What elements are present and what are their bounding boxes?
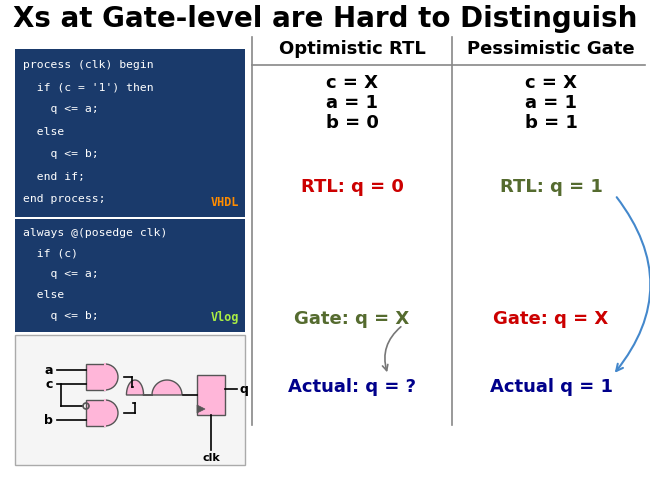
Text: else: else bbox=[23, 290, 64, 300]
Wedge shape bbox=[105, 400, 118, 426]
Text: if (c): if (c) bbox=[23, 249, 78, 259]
Text: q: q bbox=[239, 382, 248, 395]
Wedge shape bbox=[105, 364, 118, 390]
Text: RTL: q = 0: RTL: q = 0 bbox=[300, 178, 404, 196]
Text: else: else bbox=[23, 127, 64, 137]
Text: if (c = '1') then: if (c = '1') then bbox=[23, 82, 153, 92]
Text: end if;: end if; bbox=[23, 172, 85, 182]
Text: c: c bbox=[46, 377, 53, 391]
FancyBboxPatch shape bbox=[15, 219, 245, 332]
Text: RTL: q = 1: RTL: q = 1 bbox=[500, 178, 603, 196]
Text: clk: clk bbox=[202, 453, 220, 463]
FancyBboxPatch shape bbox=[197, 375, 225, 415]
Text: Pessimistic Gate: Pessimistic Gate bbox=[467, 40, 635, 58]
Text: c = X: c = X bbox=[525, 74, 577, 92]
FancyBboxPatch shape bbox=[15, 335, 245, 465]
Text: Xs at Gate-level are Hard to Distinguish: Xs at Gate-level are Hard to Distinguish bbox=[13, 5, 637, 33]
Text: Gate: q = X: Gate: q = X bbox=[493, 310, 608, 328]
Text: q <= a;: q <= a; bbox=[23, 269, 99, 280]
Text: Actual q = 1: Actual q = 1 bbox=[489, 378, 612, 396]
Text: q <= a;: q <= a; bbox=[23, 105, 99, 114]
Text: a = 1: a = 1 bbox=[525, 94, 577, 112]
Text: Vlog: Vlog bbox=[211, 311, 239, 324]
Text: end process;: end process; bbox=[23, 194, 105, 204]
Text: process (clk) begin: process (clk) begin bbox=[23, 60, 153, 70]
Text: Optimistic RTL: Optimistic RTL bbox=[279, 40, 425, 58]
Polygon shape bbox=[86, 400, 105, 426]
Text: q <= b;: q <= b; bbox=[23, 150, 99, 159]
FancyArrowPatch shape bbox=[616, 197, 650, 371]
Text: b: b bbox=[44, 413, 53, 427]
Polygon shape bbox=[197, 405, 205, 413]
Text: always @(posedge clk): always @(posedge clk) bbox=[23, 228, 168, 238]
FancyBboxPatch shape bbox=[15, 49, 245, 217]
FancyArrowPatch shape bbox=[382, 327, 401, 371]
Polygon shape bbox=[127, 380, 182, 395]
Text: q <= b;: q <= b; bbox=[23, 311, 99, 320]
Text: b = 0: b = 0 bbox=[326, 114, 378, 132]
Text: Gate: q = X: Gate: q = X bbox=[294, 310, 410, 328]
Text: c = X: c = X bbox=[326, 74, 378, 92]
Text: VHDL: VHDL bbox=[211, 196, 239, 209]
Text: a: a bbox=[44, 363, 53, 376]
Text: a = 1: a = 1 bbox=[326, 94, 378, 112]
Polygon shape bbox=[86, 364, 105, 390]
Text: b = 1: b = 1 bbox=[525, 114, 577, 132]
Text: Actual: q = ?: Actual: q = ? bbox=[288, 378, 416, 396]
